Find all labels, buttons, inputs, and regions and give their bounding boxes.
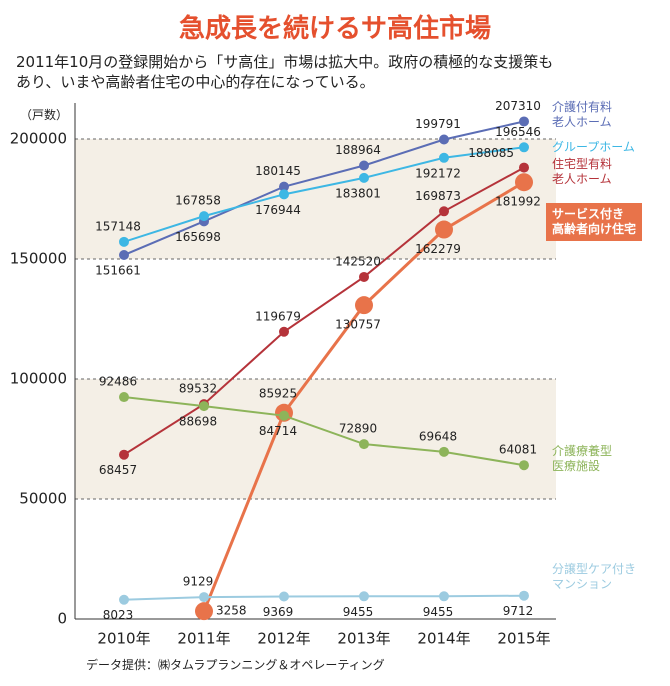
series-line [123,594,525,601]
y-tick-label: 0 [57,610,67,628]
x-tick-label: 2012年 [257,630,310,648]
point [199,211,209,222]
value-label: 9712 [503,604,534,618]
point [519,162,529,173]
x-tick-label: 2013年 [337,630,390,648]
y-tick-label: 200000 [10,130,67,148]
value-label: 151661 [95,264,141,278]
value-label: 176944 [255,203,301,217]
value-label: 157148 [95,219,141,233]
point [119,594,129,605]
legend-entry: グループホーム [552,140,635,154]
chart-title: 急成長を続けるサ高住市場 [178,14,491,44]
point [519,590,529,601]
value-label: 69648 [419,429,457,443]
band [75,379,556,499]
value-label: 167858 [175,194,221,208]
value-label: 207310 [495,99,541,113]
point [119,449,129,460]
value-label: 84714 [259,424,297,438]
value-label: 72890 [339,422,377,436]
series-line [123,166,525,456]
value-label: 8023 [103,608,134,622]
point [279,591,289,602]
value-label: 85925 [259,386,297,400]
value-label: 142520 [335,254,381,268]
point [279,181,289,192]
value-label: 92486 [99,375,137,389]
value-label: 89532 [179,382,217,396]
legend-entry: 介護付有料 老人ホーム [552,100,613,129]
value-label: 183801 [335,186,381,200]
legend-entry: 住宅型有料 老人ホーム [552,157,613,186]
source: データ提供：㈱タムラプランニング＆オペレーティング [86,658,385,672]
legend-entry: サービス付き 高齢者向け住宅 [546,203,643,241]
point [515,173,533,192]
value-label: 88698 [179,415,217,429]
legend-entry: 介護療養型 医療施設 [552,444,613,473]
point [119,250,129,261]
point [519,460,529,471]
y-tick-label: 50000 [19,490,67,508]
value-label: 3258 [216,604,247,618]
point [119,392,129,403]
point [279,326,289,337]
x-tick-label: 2014年 [417,630,470,648]
legend-entry: 分譲型ケア付き マンション [552,562,637,591]
point [439,134,449,145]
value-label: 9369 [263,605,294,619]
point [519,116,529,127]
point [439,591,449,602]
series-line [123,120,525,256]
point [199,592,209,603]
x-tick-label: 2011年 [177,630,230,648]
subtitle: 2011年10月の登録開始から「サ高住」市場は拡大中。政府の積極的な支援策も あ… [16,53,554,91]
value-label: 9455 [343,605,374,619]
point [359,160,369,171]
point [119,236,129,247]
value-label: 119679 [255,309,301,323]
value-label: 162279 [415,242,461,256]
point [279,189,289,200]
value-label: 196546 [495,125,541,139]
point [439,206,449,217]
value-label: 165698 [175,230,221,244]
y-axis-label: （戸数） [20,108,69,122]
value-label: 181992 [495,195,541,209]
y-tick-label: 150000 [10,250,67,268]
value-label: 9455 [423,605,454,619]
value-label: 188085 [468,146,514,160]
point [439,446,449,457]
band [75,139,556,259]
point [359,591,369,602]
value-label: 188964 [335,143,381,157]
point [355,296,373,315]
point [195,602,213,621]
value-label: 192172 [415,166,461,180]
value-label: 130757 [335,318,381,332]
x-tick-label: 2015年 [497,630,550,648]
value-label: 64081 [499,443,537,457]
point [359,172,369,183]
value-label: 68457 [99,463,137,477]
value-label: 169873 [415,189,461,203]
point [359,439,369,450]
value-label: 9129 [183,575,214,589]
value-label: 199791 [415,117,461,131]
y-tick-label: 100000 [10,370,67,388]
series-line [123,146,525,243]
point [435,220,453,239]
point [359,271,369,282]
series-line [123,396,525,467]
point [199,401,209,412]
point [439,152,449,163]
value-label: 180145 [255,164,301,178]
point [279,410,289,421]
x-tick-label: 2010年 [97,630,150,648]
point [519,142,529,153]
